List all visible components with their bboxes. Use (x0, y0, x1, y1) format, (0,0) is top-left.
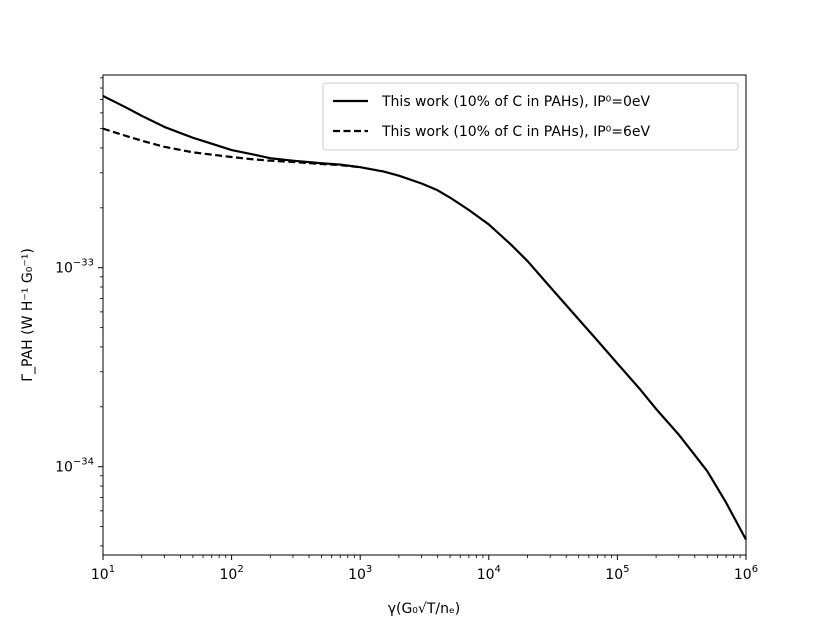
x-axis-label: γ(G₀√T/nₑ) (388, 601, 461, 617)
plot-frame (102, 74, 747, 556)
x-tick-label: 105 (605, 564, 629, 583)
y-tick-label: 10−34 (55, 457, 94, 476)
x-tick-label: 103 (348, 564, 372, 583)
y-axis-label: Γ_PAH (W H⁻¹ G₀⁻¹) (20, 248, 36, 382)
ticks-layer: 101 102 103 104 105 106 10−33 10−34 (55, 77, 758, 583)
legend-label-ip6: This work (10% of C in PAHs), IP⁰=6eV (381, 124, 651, 140)
legend-label-ip0: This work (10% of C in PAHs), IP⁰=0eV (381, 94, 651, 110)
labels-layer: γ(G₀√T/nₑ) Γ_PAH (W H⁻¹ G₀⁻¹) (20, 248, 460, 617)
series-line-0 (102, 94, 747, 541)
legend-box (322, 82, 739, 151)
x-tick-label: 104 (477, 564, 501, 583)
series-layer (102, 94, 747, 541)
x-tick-label: 101 (91, 564, 115, 583)
x-tick-label: 102 (219, 564, 243, 583)
legend: This work (10% of C in PAHs), IP⁰=0eV Th… (322, 82, 739, 151)
y-tick-label: 10−33 (55, 258, 94, 277)
series-line-1 (102, 127, 361, 169)
x-tick-label: 106 (734, 564, 758, 583)
